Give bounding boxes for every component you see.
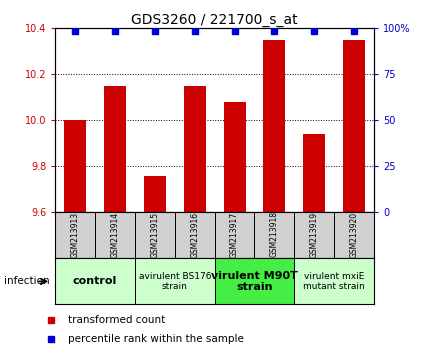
Text: control: control — [73, 276, 117, 286]
Bar — [95, 212, 135, 258]
Text: percentile rank within the sample: percentile rank within the sample — [68, 333, 244, 344]
Bar — [144, 176, 166, 212]
Text: GSM213919: GSM213919 — [310, 211, 319, 258]
Text: GSM213914: GSM213914 — [110, 211, 119, 258]
Text: transformed count: transformed count — [68, 315, 165, 325]
Text: GSM213917: GSM213917 — [230, 211, 239, 258]
Bar — [175, 212, 215, 258]
Bar — [104, 86, 126, 212]
Bar — [264, 40, 285, 212]
Text: avirulent BS176
strain: avirulent BS176 strain — [139, 272, 211, 291]
Text: infection: infection — [4, 276, 50, 286]
Text: GSM213916: GSM213916 — [190, 211, 199, 258]
Bar — [334, 212, 374, 258]
Bar — [135, 212, 175, 258]
Text: virulent mxiE
mutant strain: virulent mxiE mutant strain — [303, 272, 365, 291]
Text: GSM213913: GSM213913 — [71, 211, 79, 258]
Text: virulent M90T
strain: virulent M90T strain — [211, 270, 298, 292]
Bar — [184, 86, 206, 212]
Bar — [255, 212, 294, 258]
Bar — [343, 40, 365, 212]
Text: GSM213920: GSM213920 — [350, 211, 359, 258]
Text: GSM213915: GSM213915 — [150, 211, 159, 258]
Bar — [294, 212, 334, 258]
Bar — [215, 258, 294, 304]
Bar — [215, 212, 255, 258]
Bar — [303, 134, 325, 212]
Bar — [294, 258, 374, 304]
Bar — [135, 258, 215, 304]
Title: GDS3260 / 221700_s_at: GDS3260 / 221700_s_at — [131, 13, 298, 27]
Bar — [64, 120, 86, 212]
Bar — [55, 258, 135, 304]
Bar — [224, 102, 246, 212]
Text: GSM213918: GSM213918 — [270, 211, 279, 257]
Bar — [55, 212, 95, 258]
